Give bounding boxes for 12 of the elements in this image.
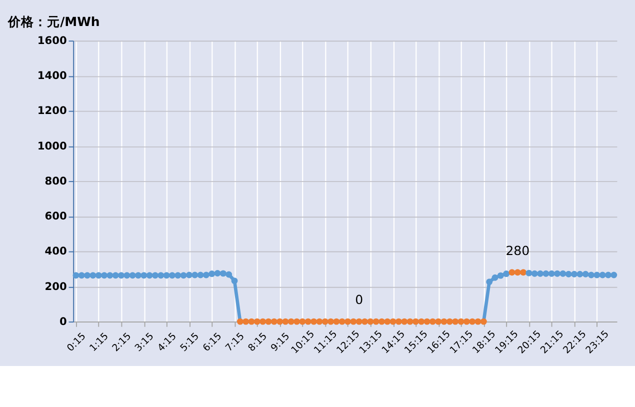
y-tick-label: 1000 (37, 140, 67, 152)
y-tick-label: 400 (44, 246, 67, 258)
y-tick-label: 200 (44, 280, 67, 293)
data-label: 280 (506, 243, 530, 258)
y-tick-label: 1600 (37, 34, 67, 47)
y-tick-label: 600 (44, 210, 67, 223)
y-tick-label: 1200 (37, 105, 67, 118)
data-label: 0 (355, 292, 364, 308)
y-tick-label: 800 (44, 175, 67, 188)
y-tick-label: 0 (59, 316, 67, 328)
y-tick-label: 1400 (37, 70, 67, 82)
chart-title: 价格：元/MWh (7, 14, 100, 30)
